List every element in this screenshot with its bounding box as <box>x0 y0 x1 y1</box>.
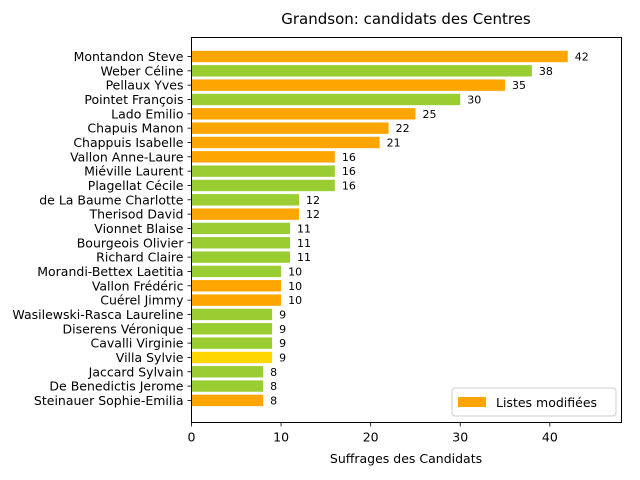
category-label: Diserens Véronique <box>63 321 184 336</box>
bar <box>191 366 264 378</box>
value-label: 38 <box>539 65 553 78</box>
bar <box>191 194 299 206</box>
category-label: Miéville Laurent <box>84 164 183 179</box>
bar <box>191 237 291 249</box>
category-label: Morandi-Bettex Laetitia <box>37 264 183 279</box>
legend-swatch <box>458 397 486 407</box>
value-label: 8 <box>270 394 277 407</box>
category-label: Vallon Frédéric <box>92 278 184 293</box>
legend: Listes modifiées <box>451 387 617 417</box>
category-label: Steinauer Sophie-Emilia <box>34 393 184 408</box>
value-label: 8 <box>270 380 277 393</box>
value-label: 21 <box>387 136 401 149</box>
category-label: Pointet François <box>84 92 183 107</box>
category-label: Chappuis Isabelle <box>73 135 183 150</box>
x-tick-label: 30 <box>452 430 468 445</box>
category-label: Chapuis Manon <box>87 121 183 136</box>
category-label: Wasilewski-Rasca Laureline <box>12 307 183 322</box>
category-label: Plagellat Cécile <box>88 178 184 193</box>
value-label: 9 <box>279 337 286 350</box>
plot-frame <box>191 37 622 423</box>
x-axis-ticks: 0 10 20 30 40 <box>188 422 558 445</box>
bar <box>191 280 282 292</box>
value-label: 25 <box>422 108 436 121</box>
bar <box>191 294 282 306</box>
x-tick-label: 0 <box>188 430 196 445</box>
value-label: 8 <box>270 366 277 379</box>
legend-box <box>451 387 617 417</box>
value-label: 16 <box>342 151 356 164</box>
bar <box>191 394 264 407</box>
bar <box>191 165 335 177</box>
value-label: 10 <box>288 280 302 293</box>
category-label: Lado Emilio <box>111 106 183 121</box>
category-label: Cuérel Jimmy <box>100 293 184 308</box>
bar <box>191 179 335 192</box>
bars-layer <box>191 50 568 407</box>
bar <box>191 351 273 364</box>
chart-title: Grandson: candidats des Centres <box>281 10 531 28</box>
category-label: De Benedictis Jerome <box>49 379 183 394</box>
category-label: Therisod David <box>88 207 183 222</box>
bar <box>191 93 461 106</box>
x-tick-label: 10 <box>273 430 289 445</box>
bar <box>191 308 273 321</box>
bar <box>191 136 380 149</box>
x-tick-label: 40 <box>542 430 558 445</box>
value-label: 9 <box>279 351 286 364</box>
value-label: 10 <box>288 294 302 307</box>
category-label: Pellaux Yves <box>106 78 184 93</box>
category-label: Cavalli Virginie <box>91 336 184 351</box>
bar <box>191 108 416 120</box>
category-label: Montandon Steve <box>74 49 184 64</box>
value-label: 16 <box>342 165 356 178</box>
value-label: 11 <box>297 251 311 264</box>
value-label: 42 <box>575 51 589 64</box>
value-labels: 4238353025222116161612121111111010109999… <box>270 51 589 408</box>
value-label: 11 <box>297 222 311 235</box>
value-label: 12 <box>306 208 320 221</box>
bar <box>191 265 282 278</box>
bar <box>191 208 299 220</box>
value-label: 22 <box>396 122 410 135</box>
bar <box>191 337 273 349</box>
bar <box>191 323 273 335</box>
value-label: 16 <box>342 179 356 192</box>
bar <box>191 50 568 63</box>
bar <box>191 251 291 263</box>
bar <box>191 65 532 77</box>
category-label: Vallon Anne-Laure <box>70 149 184 164</box>
category-label: Bourgeois Olivier <box>77 235 185 250</box>
category-label: Weber Céline <box>100 63 183 78</box>
category-label: de La Baume Charlotte <box>39 192 184 207</box>
value-label: 9 <box>279 323 286 336</box>
x-axis-title: Suffrages des Candidats <box>330 451 482 466</box>
value-label: 30 <box>467 93 481 106</box>
bar <box>191 380 264 392</box>
bar <box>191 222 291 235</box>
category-label: Richard Claire <box>96 250 184 265</box>
legend-label: Listes modifiées <box>496 395 597 410</box>
value-label: 9 <box>279 308 286 321</box>
category-label: Villa Sylvie <box>116 350 184 365</box>
bar <box>191 79 506 91</box>
value-label: 10 <box>288 265 302 278</box>
bar <box>191 151 335 163</box>
x-tick-label: 20 <box>363 430 379 445</box>
value-label: 35 <box>512 79 526 92</box>
value-label: 11 <box>297 237 311 250</box>
value-label: 12 <box>306 194 320 207</box>
category-label: Jaccard Sylvain <box>88 364 184 379</box>
bar <box>191 122 389 134</box>
category-label: Vionnet Blaise <box>94 221 184 236</box>
